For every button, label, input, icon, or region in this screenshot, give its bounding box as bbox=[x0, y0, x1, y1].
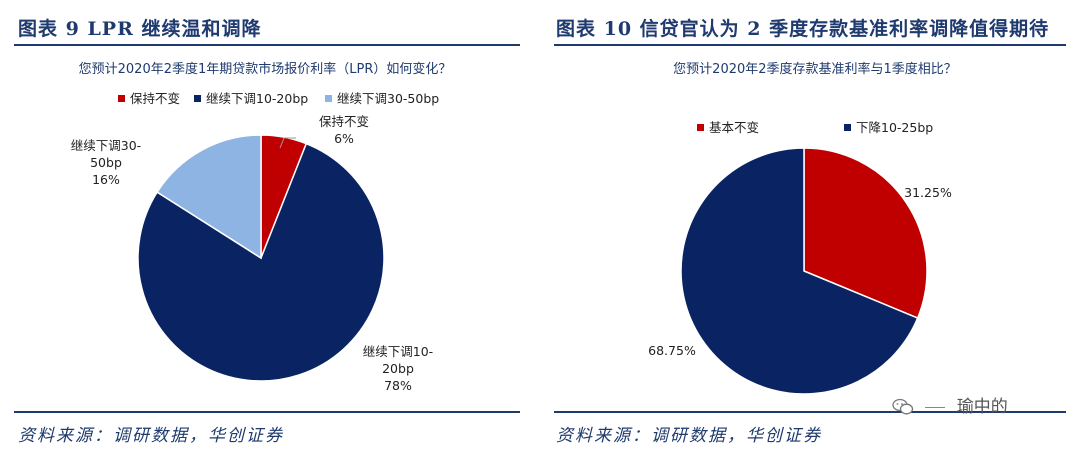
legend-label-2: 继续下调30-50bp bbox=[337, 91, 439, 106]
left-source-rule bbox=[14, 411, 520, 413]
left-pie-chart: 保持不变 继续下调10-20bp 继续下调30-50bp 保持不变 6% 继续下调10-… bbox=[71, 91, 439, 393]
slice-label-0: 31.25% bbox=[904, 185, 952, 200]
slice-label-1: 继续下调10-20bp 78% bbox=[363, 344, 433, 393]
right-chart-title: 您预计2020年2季度存款基准利率与1季度相比？ bbox=[673, 62, 957, 77]
legend-swatch-0 bbox=[697, 124, 704, 131]
left-chart-title: 您预计2020年2季度1年期贷款市场报价利率（LPR）如何变化？ bbox=[78, 62, 452, 77]
legend-swatch-2 bbox=[325, 95, 332, 102]
slice-label-2: 继续下调30-50bp 16% bbox=[71, 138, 141, 187]
left-source-note: 资料来源：调研数据，华创证券 bbox=[18, 426, 284, 446]
right-pie-chart: 基本不变 下降10-25bp 31.25% 68.75% bbox=[648, 120, 952, 395]
legend-label-0: 基本不变 bbox=[709, 120, 759, 135]
pie-slice-1 bbox=[680, 147, 919, 395]
slice-label-1: 68.75% bbox=[648, 343, 696, 358]
right-source-note: 资料来源：调研数据，华创证券 bbox=[556, 426, 822, 446]
left-figure-panel: 图表 9 LPR 继续温和调降 您预计2020年2季度1年期贷款市场报价利率（L… bbox=[0, 0, 530, 460]
right-figure-panel: 图表 10 信贷官认为 2 季度存款基准利率调降值得期待 您预计2020年2季度… bbox=[550, 0, 1080, 460]
pie-slice-0 bbox=[803, 147, 928, 320]
watermark-dash bbox=[925, 406, 946, 408]
watermark: 瑜中的 bbox=[892, 392, 1008, 417]
legend-swatch-1 bbox=[194, 95, 201, 102]
left-title-rule bbox=[14, 44, 520, 46]
slice-label-0: 保持不变 6% bbox=[319, 114, 369, 146]
legend-swatch-0 bbox=[118, 95, 125, 102]
legend-label-1: 继续下调10-20bp bbox=[206, 91, 308, 106]
right-figure-title: 图表 10 信贷官认为 2 季度存款基准利率调降值得期待 bbox=[556, 18, 1050, 40]
leader-line-0 bbox=[279, 137, 296, 149]
left-figure-title: 图表 9 LPR 继续温和调降 bbox=[18, 18, 262, 40]
pie-slice-1 bbox=[137, 142, 385, 382]
wechat-icon bbox=[892, 398, 914, 415]
right-source-rule bbox=[554, 411, 1066, 413]
legend-label-0: 保持不变 bbox=[130, 91, 180, 106]
pie-slice-2 bbox=[156, 134, 262, 260]
legend-label-1: 下降10-25bp bbox=[856, 120, 933, 135]
watermark-text: 瑜中的 bbox=[956, 397, 1008, 417]
right-title-rule bbox=[554, 44, 1066, 46]
legend-swatch-1 bbox=[844, 124, 851, 131]
